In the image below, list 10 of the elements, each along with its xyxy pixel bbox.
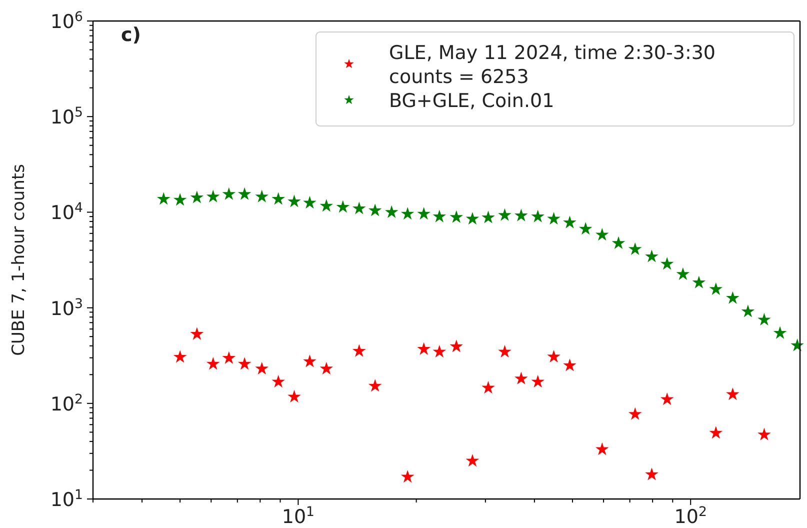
legend-label: BG+GLE, Coin.01: [389, 90, 554, 112]
y-axis-title: CUBE 7, 1-hour counts: [9, 164, 29, 356]
y-tick-label: 10$^{4}$: [50, 200, 83, 224]
y-tick-label: 10$^{5}$: [50, 105, 83, 129]
y-tick-label: 10$^{6}$: [50, 10, 83, 33]
y-tick-label: 10$^{1}$: [50, 488, 83, 511]
legend-label: GLE, May 11 2024, time 2:30-3:30 counts = 6253: [389, 42, 716, 88]
y-tick-label: 10$^{2}$: [50, 392, 83, 416]
y-tick-label: 10$^{3}$: [50, 296, 83, 320]
annotation: c): [121, 24, 141, 46]
